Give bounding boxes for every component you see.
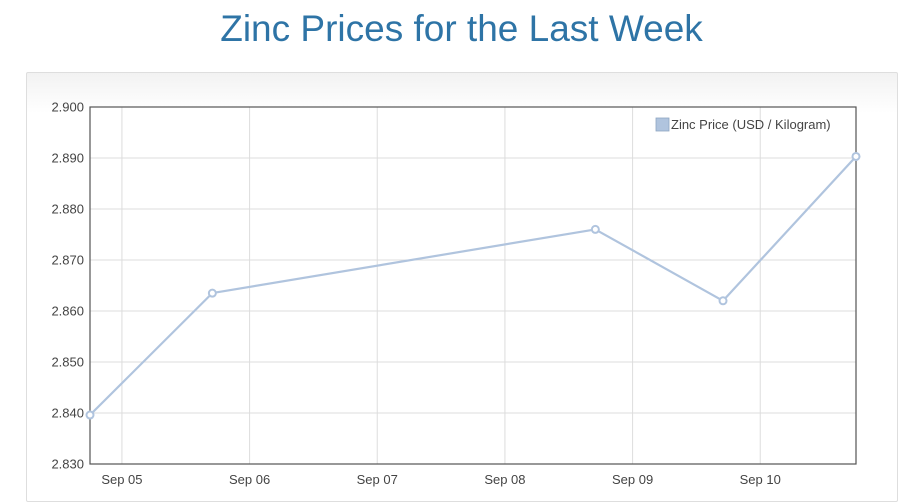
y-tick-label: 2.860 — [51, 304, 84, 319]
data-point[interactable] — [718, 296, 728, 306]
data-point[interactable] — [85, 410, 95, 420]
y-tick-label: 2.890 — [51, 151, 84, 166]
plot-background — [90, 107, 856, 464]
chart-panel: 2.830 2.840 2.850 2.860 2.870 2.880 2.890 2.900… — [26, 72, 898, 502]
x-tick-label: Sep 10 — [740, 472, 781, 487]
y-tick-label: 2.830 — [51, 457, 84, 472]
x-tick-label: Sep 05 — [101, 472, 142, 487]
x-tick-label: Sep 09 — [612, 472, 653, 487]
y-tick-label: 2.870 — [51, 253, 84, 268]
y-tick-label: 2.880 — [51, 202, 84, 217]
data-point[interactable] — [207, 288, 217, 298]
x-tick-label: Sep 08 — [484, 472, 525, 487]
zinc-price-chart: 2.830 2.840 2.850 2.860 2.870 2.880 2.890 2.900… — [51, 100, 861, 487]
y-tick-label: 2.840 — [51, 406, 84, 421]
data-point[interactable] — [851, 151, 861, 161]
page-title: Zinc Prices for the Last Week — [220, 8, 703, 49]
plot-border — [89, 106, 857, 465]
x-tick-label: Sep 06 — [229, 472, 270, 487]
legend-swatch — [655, 117, 670, 132]
x-tick-label: Sep 07 — [357, 472, 398, 487]
y-tick-label: 2.850 — [51, 355, 84, 370]
y-tick-label: 2.900 — [51, 100, 84, 115]
data-point[interactable] — [590, 224, 600, 234]
legend-label: Zinc Price (USD / Kilogram) — [671, 117, 831, 132]
